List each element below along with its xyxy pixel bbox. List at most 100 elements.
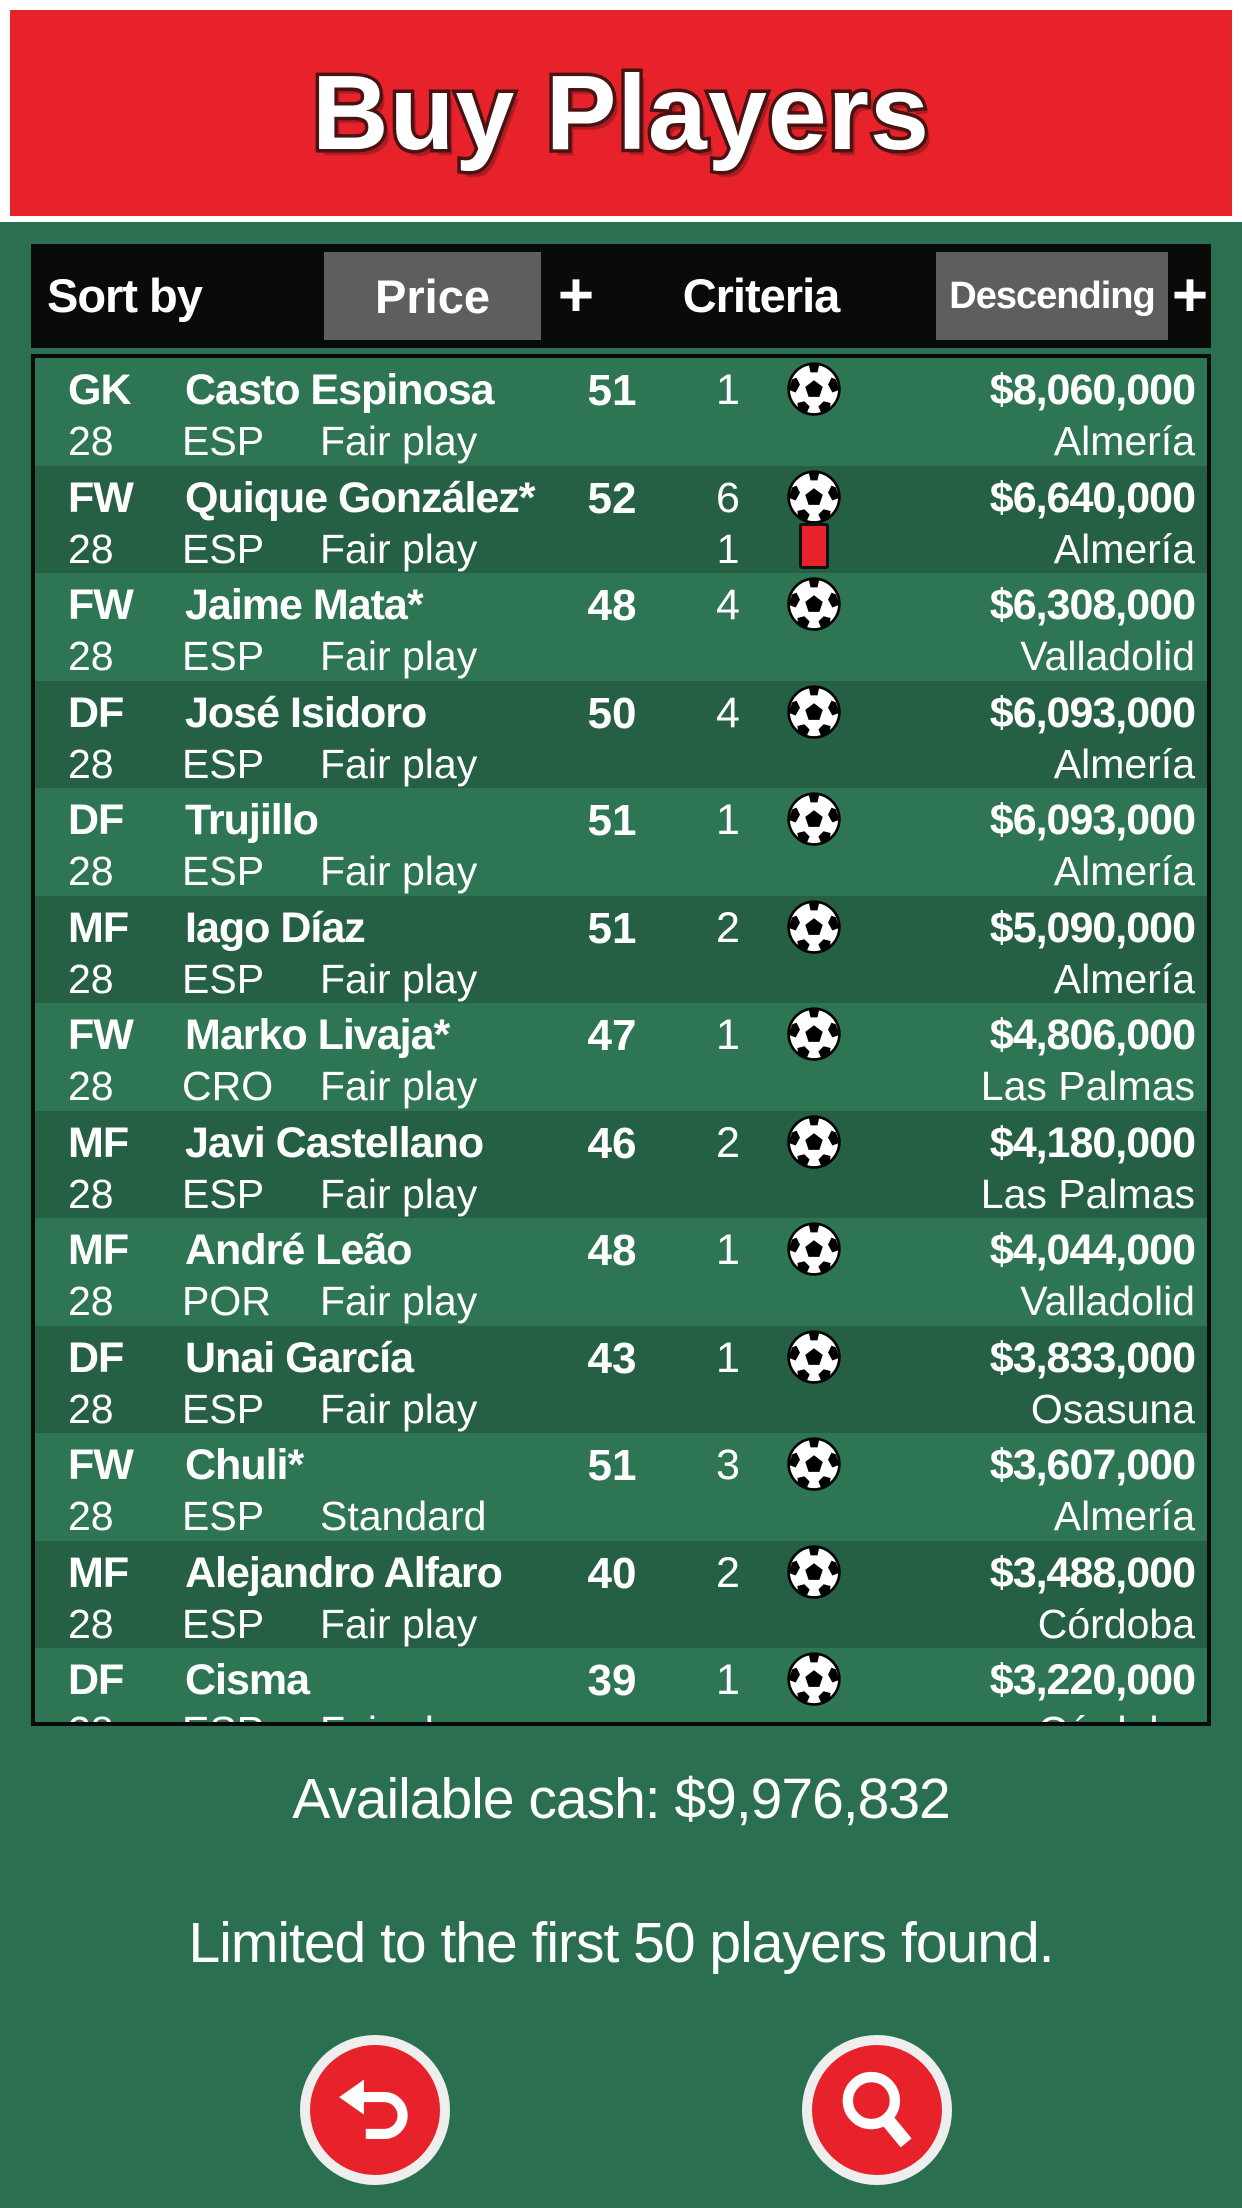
price-label: $6,640,000 [989,473,1196,522]
position-label: DF [68,1656,124,1704]
price-label: $4,180,000 [989,1118,1196,1167]
player-name: Alejandro Alfaro [185,1548,503,1597]
age-label: 28 [68,1278,114,1324]
club-label: Almería [1053,1493,1195,1539]
conduct-label: Fair play [320,955,478,1002]
sort-order-plus-button[interactable]: + [1161,244,1219,348]
conduct-label: Fair play [320,1708,477,1722]
nationality-label: ESP [182,1385,265,1432]
page-title: Buy Players [309,50,933,175]
magnifier-icon [830,2063,924,2157]
club-label: Valladolid [1020,1278,1195,1324]
table-row[interactable]: DF Cisma 39 1 $3,220,000 28 ESP Fair pla… [35,1648,1207,1722]
search-button[interactable] [802,2035,952,2185]
nationality-label: ESP [182,525,265,572]
age-label: 28 [68,1708,114,1722]
club-label: Las Palmas [980,1170,1195,1217]
goals-count: 1 [716,1656,740,1704]
nationality-label: ESP [182,633,265,679]
soccer-ball-icon [786,1114,842,1170]
player-name: Casto Espinosa [185,366,495,414]
goals-count: 1 [716,366,740,414]
player-name: Quique González* [185,473,536,522]
age-label: 28 [68,1385,114,1432]
table-row[interactable]: MF André Leão 48 1 $4,044,000 28 POR Fai… [35,1218,1207,1326]
soccer-ball-icon [786,361,842,417]
table-row[interactable]: DF Trujillo 51 1 $6,093,000 28 ESP Fair … [35,788,1207,896]
club-label: Almería [1053,848,1195,894]
player-name: Javi Castellano [185,1118,484,1167]
age-label: 28 [68,1170,114,1217]
rating-value: 48 [587,581,637,630]
goals-count: 1 [716,1226,740,1274]
sort-bar: Sort by Price + Criteria Descending + [31,244,1211,348]
club-label: Almería [1053,525,1195,572]
nationality-label: ESP [182,1493,265,1539]
conduct-label: Fair play [320,1385,478,1432]
club-label: Almería [1053,740,1195,787]
player-name: Chuli* [185,1441,304,1489]
age-label: 28 [68,633,114,679]
soccer-ball-icon [786,1329,842,1385]
club-label: Almería [1053,418,1195,464]
player-name: José Isidoro [185,688,427,737]
nationality-label: POR [182,1278,271,1324]
back-button[interactable] [300,2035,450,2185]
position-label: GK [68,366,131,414]
table-row[interactable]: DF José Isidoro 50 4 $6,093,000 28 ESP F… [35,680,1207,788]
player-name: André Leão [185,1226,413,1274]
goals-count: 1 [716,1011,740,1059]
table-row[interactable]: FW Chuli* 51 3 $3,607,000 28 ESP Standar… [35,1433,1207,1541]
goals-count: 2 [716,903,740,952]
sort-field-button[interactable]: Price [324,252,541,340]
conduct-label: Fair play [320,525,478,572]
table-row[interactable]: FW Quique González* 52 6 $6,640,000 28 E… [35,465,1207,574]
conduct-label: Fair play [320,740,478,787]
table-row[interactable]: FW Marko Livaja* 47 1 $4,806,000 28 CRO … [35,1003,1207,1111]
player-name: Trujillo [185,796,319,844]
table-row[interactable]: MF Javi Castellano 46 2 $4,180,000 28 ES… [35,1110,1207,1218]
player-name: Marko Livaja* [185,1011,450,1059]
nationality-label: ESP [182,740,265,787]
position-label: MF [68,1118,129,1167]
nationality-label: ESP [182,1600,265,1647]
rating-value: 51 [587,1441,637,1490]
position-label: FW [68,581,134,629]
table-row[interactable]: MF Alejandro Alfaro 40 2 $3,488,000 28 E… [35,1540,1207,1648]
position-label: FW [68,1441,134,1489]
criteria-label: Criteria [682,269,841,322]
nationality-label: ESP [182,848,265,894]
price-label: $3,488,000 [989,1548,1196,1597]
table-row[interactable]: GK Casto Espinosa 51 1 $8,060,000 28 ESP… [35,358,1207,466]
club-label: Valladolid [1020,633,1195,679]
soccer-ball-icon [786,1436,842,1492]
soccer-ball-icon [786,791,842,847]
player-name: Jaime Mata* [185,581,424,629]
sort-order-button[interactable]: Descending [936,252,1168,340]
red-card-icon [786,522,842,574]
goals-count: 4 [716,581,740,629]
table-row[interactable]: MF Iago Díaz 51 2 $5,090,000 28 ESP Fair… [35,895,1207,1003]
soccer-ball-icon [786,1006,842,1062]
red-cards-count: 1 [716,525,740,572]
table-row[interactable]: DF Unai García 43 1 $3,833,000 28 ESP Fa… [35,1325,1207,1433]
price-label: $3,833,000 [989,1333,1196,1382]
age-label: 28 [68,418,114,464]
position-label: MF [68,1548,129,1597]
club-label: Córdoba [1037,1600,1195,1647]
rating-value: 40 [587,1548,637,1598]
sort-field-plus-button[interactable]: + [547,244,605,348]
position-label: DF [68,796,124,844]
conduct-label: Fair play [320,1063,478,1109]
table-row[interactable]: FW Jaime Mata* 48 4 $6,308,000 28 ESP Fa… [35,573,1207,681]
rating-value: 52 [587,473,637,523]
age-label: 28 [68,1063,114,1109]
soccer-ball-icon [786,1544,842,1600]
price-label: $6,093,000 [989,796,1196,844]
position-label: DF [68,1333,124,1382]
price-label: $4,044,000 [989,1226,1196,1274]
club-label: Las Palmas [980,1063,1195,1109]
conduct-label: Fair play [320,633,478,679]
conduct-label: Fair play [320,1278,478,1324]
price-label: $3,607,000 [989,1441,1196,1489]
